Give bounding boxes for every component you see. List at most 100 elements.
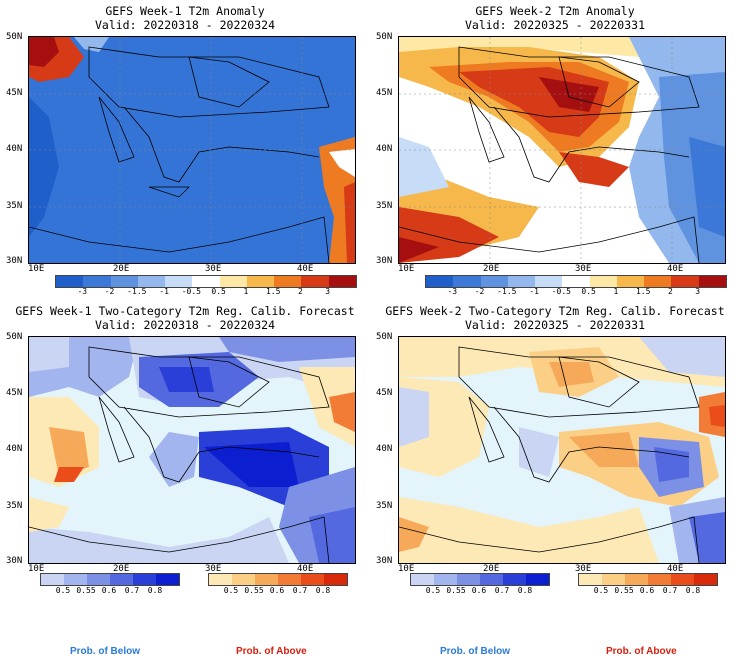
panel-valid: Valid: 20220318 - 20220324 [94,318,275,332]
colorbar-label: 0.6 [471,586,487,595]
colorbar-label: -1.5 [497,287,517,296]
colorbar-swatch [110,574,133,585]
colorbar-swatch [301,276,329,287]
colorbar-swatch [56,276,84,287]
colorbar-label: -0.5 [551,287,571,296]
panel-week2-anomaly: GEFS Week-2 T2m Anomaly Valid: 20220325 … [370,0,740,300]
week2-prob-map [398,336,726,564]
panel-valid: Valid: 20220318 - 20220324 [94,18,275,32]
lon-label: 30E [205,564,222,574]
panel-week2-prob: GEFS Week-2 Two-Category T2m Reg. Calib.… [370,300,740,662]
colorbar-swatch [232,574,255,585]
colorbar-label: 0.8 [685,586,701,595]
colorbar-label: 0.5 [593,586,609,595]
lat-label: 40N [376,444,393,454]
colorbar-swatch [589,276,617,287]
colorbar-swatch [219,276,247,287]
colorbar-swatch [526,574,549,585]
lat-label: 35N [6,201,23,211]
colorbar-label: 0.6 [639,586,655,595]
panel-title: GEFS Week-2 T2m Anomaly [475,4,635,18]
above-colorbar [578,573,718,586]
colorbar-label: 0.7 [494,586,510,595]
colorbar-label: -1.5 [127,287,147,296]
anomaly-colorbar-labels: -3 -2 -1.5 -1 -0.5 0.5 1 1.5 2 3 [425,287,725,297]
colorbar-swatch [457,574,480,585]
colorbar-label: 2 [298,287,303,296]
colorbar-label: 0.55 [244,586,264,595]
colorbar-swatch [246,276,275,287]
colorbar-label: 2 [668,287,673,296]
colorbar-label: 0.5 [425,586,441,595]
colorbar-label: 0.8 [315,586,331,595]
colorbar-swatch [110,276,138,287]
colorbar-label: 0.7 [662,586,678,595]
panel-week1-prob: GEFS Week-1 Two-Category T2m Reg. Calib.… [0,300,370,662]
colorbar-swatch [535,276,563,287]
colorbar-label: 3 [325,287,331,296]
prob-above-caption: Prob. of Above [236,646,307,657]
lon-label: 30E [575,264,592,274]
lon-label: 10E [28,564,45,574]
colorbar-swatch [156,574,179,585]
colorbar-swatch [426,276,454,287]
colorbar-swatch [137,276,166,287]
week2-anomaly-map [398,36,726,264]
lat-label: 45N [376,88,393,98]
colorbar-swatch [274,276,302,287]
colorbar-swatch [83,276,111,287]
above-colorbar-labels: 0.5 0.55 0.6 0.7 0.8 [578,586,716,596]
lon-label: 40E [297,564,314,574]
colorbar-label: -2 [104,287,115,296]
lon-label: 20E [113,564,130,574]
colorbar-swatch [165,276,193,287]
panel-valid: Valid: 20220325 - 20220331 [464,318,645,332]
colorbar-swatch [648,574,671,585]
colorbar-label: 3 [695,287,701,296]
colorbar-swatch [209,574,232,585]
anomaly-colorbar [55,275,357,288]
prob-above-caption: Prob. of Above [606,646,677,657]
colorbar-swatch [411,574,434,585]
colorbar-label: 0.55 [446,586,466,595]
colorbar-swatch [698,276,726,287]
colorbar-swatch [301,574,324,585]
colorbar-label: -1 [159,287,169,296]
colorbar-swatch [133,574,156,585]
colorbar-swatch [671,574,694,585]
colorbar-swatch [625,574,648,585]
colorbar-label: 0.7 [124,586,140,595]
colorbar-label: 0.6 [101,586,117,595]
below-colorbar [40,573,180,586]
colorbar-swatch [602,574,625,585]
below-colorbar-labels: 0.5 0.55 0.6 0.7 0.8 [40,586,178,596]
panel-title: GEFS Week-1 Two-Category T2m Reg. Calib.… [15,304,355,318]
colorbar-swatch [503,574,526,585]
panel-title: GEFS Week-2 Two-Category T2m Reg. Calib.… [385,304,725,318]
lat-label: 35N [376,201,393,211]
lon-label: 10E [28,264,45,274]
lat-label: 35N [376,501,393,511]
colorbar-label: 1 [243,287,249,296]
colorbar-label: 1.5 [635,287,651,296]
lat-label: 50N [6,32,23,42]
colorbar-swatch [64,574,87,585]
lat-label: 45N [6,388,23,398]
colorbar-label: 0.6 [269,586,285,595]
lat-label: 35N [6,501,23,511]
colorbar-label: 1.5 [265,287,281,296]
colorbar-label: 0.7 [292,586,308,595]
colorbar-swatch [480,276,508,287]
colorbar-swatch [694,574,717,585]
lon-label: 10E [398,264,415,274]
lon-label: 40E [667,264,684,274]
lon-label: 30E [575,564,592,574]
panel-title: GEFS Week-1 T2m Anomaly [105,4,265,18]
panel-valid: Valid: 20220325 - 20220331 [464,18,645,32]
colorbar-label: 0.5 [223,586,239,595]
colorbar-swatch [87,574,110,585]
colorbar-swatch [562,276,590,287]
colorbar-swatch [453,276,481,287]
lon-label: 20E [483,264,500,274]
colorbar-swatch [434,574,457,585]
